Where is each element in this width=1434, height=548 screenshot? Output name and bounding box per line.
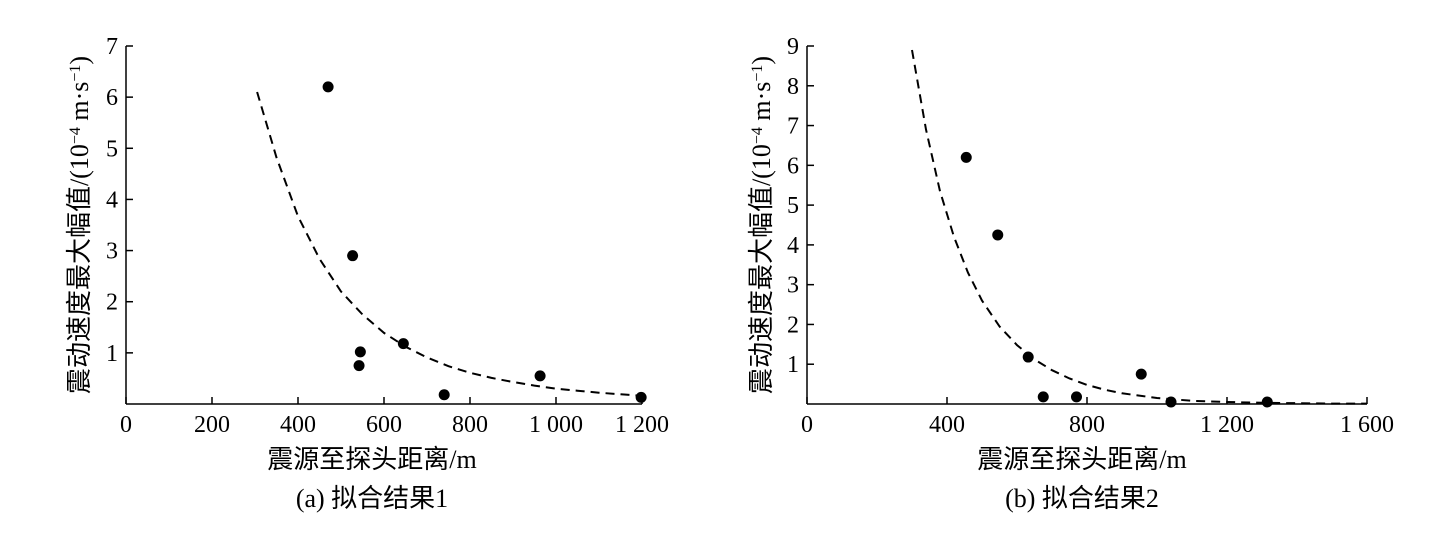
y-tick-label: 7 [106,34,118,60]
y-tick-label: 3 [106,239,118,265]
x-tick-label: 1 200 [1200,412,1254,438]
y-tick-label: 5 [787,193,799,219]
data-point [1135,368,1147,380]
y-axis-title-part: −4 [749,127,766,144]
panel-b: (b) 拟合结果2 震源至探头距离/m 0 400 800 1 200 1 600 1 2 3… [747,34,1394,513]
y-axis-title-part: ) [747,56,776,65]
y-axis-title-a: 震动速度最大幅值/(10−4 m·s−1) [65,56,94,394]
data-point [1071,391,1082,403]
x-axis-title-a: 震源至探头距离/m [267,445,476,474]
y-tick-label: 6 [106,85,118,111]
data-point [992,229,1004,241]
data-point [1165,396,1177,408]
x-tick-label: 600 [366,412,402,438]
fit-curve-a [256,91,643,397]
y-axis-title-part: −4 [67,127,84,144]
y-axis-title-b: 震动速度最大幅值/(10−4 m·s−1) [747,56,776,394]
fit-curve-b [911,49,1367,405]
x-tick-label: 400 [929,412,965,438]
data-point [354,346,366,358]
x-tick-label: 200 [194,412,230,438]
y-tick-label: 8 [787,74,799,100]
data-point [635,391,647,403]
y-tick-label: 4 [106,187,118,213]
x-tick-label: 1 000 [529,412,583,438]
y-tick-label: 7 [787,114,799,140]
y-axis-title-part: 震动速度最大幅值/(10 [65,144,94,394]
data-point [534,370,546,382]
caption-a: (a) 拟合结果1 [296,484,448,513]
data-point [438,389,450,401]
data-point [1022,351,1034,363]
y-tick-label: 4 [787,233,799,259]
y-axis-title-part: −1 [67,65,84,82]
y-tick-label: 9 [787,34,799,60]
y-tick-label: 1 [106,341,118,367]
y-tick-label: 5 [106,136,118,162]
y-axis-title-part: m·s [747,82,776,128]
y-axis-title-part: m·s [65,82,94,128]
x-tick-label: 1 600 [1340,412,1394,438]
y-tick-label: 2 [787,312,799,338]
x-axis-title-b: 震源至探头距离/m [977,445,1186,474]
data-point [1037,391,1049,403]
panel-a: (a) 拟合结果1 震源至探头距离/m 0 200 400 600 800 1 000 1 … [65,34,669,513]
y-tick-label: 3 [787,273,799,299]
y-axis-title-part: −1 [749,65,766,82]
y-axis-title-part: ) [65,56,94,65]
caption-b: (b) 拟合结果2 [1005,484,1159,513]
y-tick-label: 2 [106,290,118,316]
data-point [347,250,359,262]
data-point [397,338,409,350]
data-point [322,81,334,93]
x-tick-label: 400 [280,412,316,438]
x-tick-label: 0 [120,412,132,438]
y-tick-label: 6 [787,153,799,179]
x-tick-label: 800 [452,412,488,438]
data-point [960,151,972,163]
x-tick-label: 0 [801,412,813,438]
y-axis-title-part: 震动速度最大幅值/(10 [747,144,776,394]
data-point [1261,396,1273,408]
data-point [353,360,365,372]
y-tick-label: 1 [787,352,799,378]
x-tick-label: 800 [1069,412,1105,438]
x-tick-label: 1 200 [615,412,669,438]
